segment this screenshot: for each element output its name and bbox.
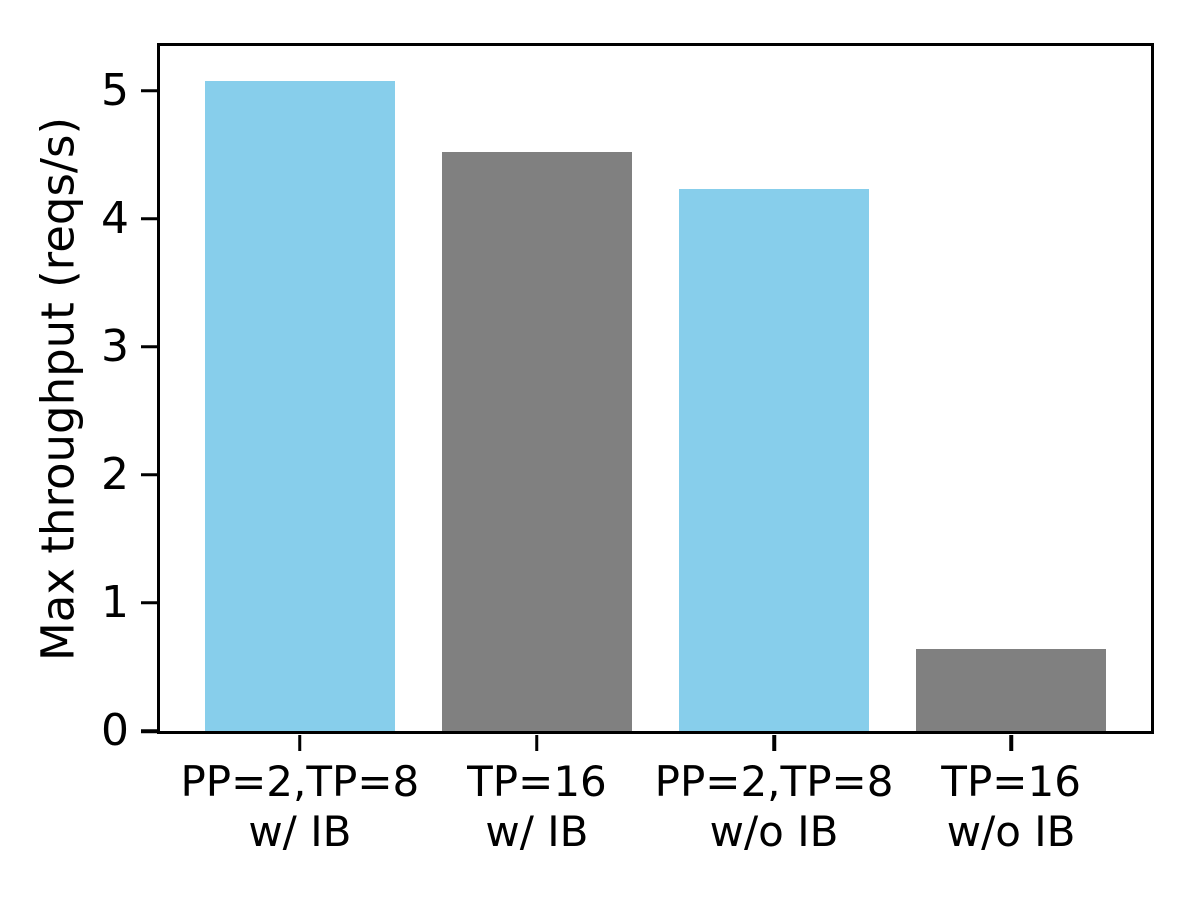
y-tick-4	[140, 217, 157, 221]
bar-2	[679, 189, 869, 731]
plot-area: PP=2,TP=8 w/ IB TP=16 w/ IB PP=2,TP=8 w/o …	[101, 43, 1154, 856]
y-axis-title: Max throughput (reqs/s)	[31, 116, 85, 662]
bar-0	[205, 80, 395, 731]
y-tick-5	[140, 89, 157, 93]
x-tick-0	[298, 734, 302, 751]
y-tick-label-1: 1	[101, 576, 129, 628]
y-tick-0	[140, 729, 157, 733]
bar-3	[916, 649, 1106, 731]
y-tick-label-0: 0	[101, 705, 129, 756]
x-tick-label-0: PP=2,TP=8 w/ IB	[180, 757, 420, 856]
bar-1	[442, 152, 632, 731]
x-tick-label-1: TP=16 w/ IB	[467, 757, 607, 856]
y-tick-label-4: 4	[101, 192, 129, 244]
x-tick-3	[1009, 734, 1013, 751]
x-tick-1	[535, 734, 539, 751]
y-tick-3	[140, 345, 157, 349]
y-tick-label-3: 3	[101, 320, 129, 372]
x-tick-label-3: TP=16 w/o IB	[941, 757, 1081, 856]
y-tick-1	[140, 601, 157, 605]
y-tick-label-2: 2	[101, 448, 129, 500]
y-tick-2	[140, 473, 157, 477]
x-tick-2	[772, 734, 776, 751]
y-tick-label-5: 5	[101, 64, 129, 116]
x-tick-label-2: PP=2,TP=8 w/o IB	[654, 757, 894, 856]
